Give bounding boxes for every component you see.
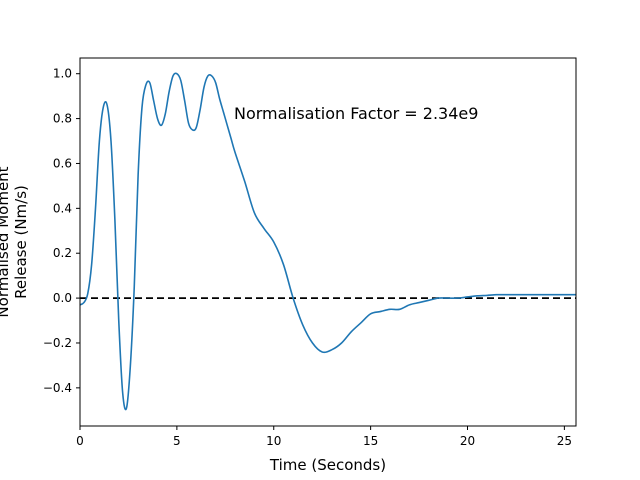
y-tick-label: 0.0 bbox=[53, 291, 72, 305]
y-tick-label: 0.4 bbox=[53, 201, 72, 215]
plot-frame bbox=[79, 57, 577, 427]
normalisation-annotation: Normalisation Factor = 2.34e9 bbox=[234, 104, 478, 123]
x-tick-label: 25 bbox=[557, 434, 572, 448]
y-tick-label: −0.4 bbox=[43, 381, 72, 395]
y-axis-label-line-2: Release (Nm/s) bbox=[12, 185, 30, 299]
x-axis-label: Time (Seconds) bbox=[269, 456, 386, 474]
y-axis-label-line-1: Normalised Moment bbox=[0, 166, 12, 317]
series-line bbox=[79, 72, 576, 411]
x-axis-ticks: 0 5 10 15 20 25 bbox=[76, 426, 572, 448]
plot-area bbox=[80, 58, 576, 426]
x-tick-label: 0 bbox=[76, 434, 84, 448]
y-tick-label: 0.8 bbox=[53, 112, 72, 126]
y-tick-label: 0.2 bbox=[53, 246, 72, 260]
x-tick-label: 5 bbox=[173, 434, 181, 448]
x-tick-label: 20 bbox=[460, 434, 475, 448]
y-tick-label: 0.6 bbox=[53, 156, 72, 170]
y-axis-ticks: −0.4 −0.2 0.0 0.2 0.4 0.6 0.8 1.0 bbox=[43, 67, 80, 395]
y-tick-label: −0.2 bbox=[43, 336, 72, 350]
x-tick-label: 15 bbox=[363, 434, 378, 448]
x-tick-label: 10 bbox=[266, 434, 281, 448]
y-tick-label: 1.0 bbox=[53, 67, 72, 81]
